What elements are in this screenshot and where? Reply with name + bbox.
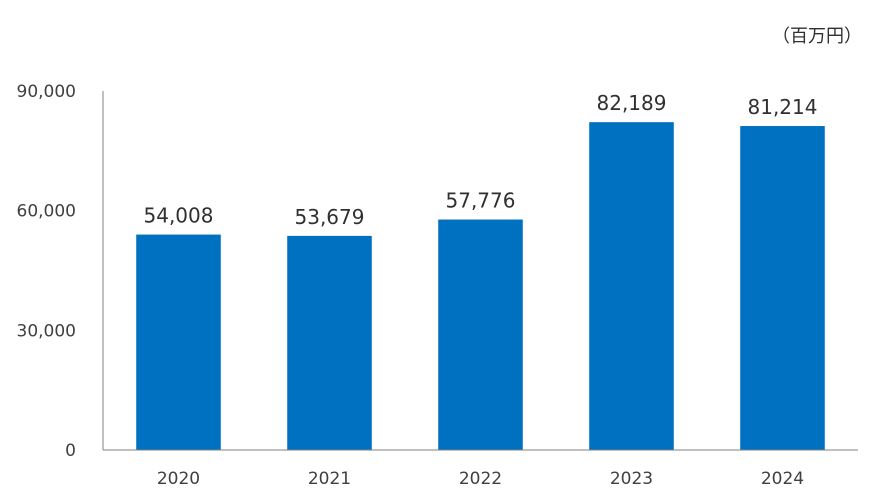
unit-label: （百万円） <box>772 26 862 47</box>
y-tick-label: 90,000 <box>17 82 76 102</box>
data-label-2021: 53,679 <box>295 205 365 229</box>
x-axis-ticks: 2020 2021 2022 2023 2024 <box>157 469 804 489</box>
bar-2022 <box>438 219 523 450</box>
bar-2024 <box>740 126 825 450</box>
data-label-2023: 82,189 <box>597 91 667 115</box>
y-tick-label: 60,000 <box>17 202 76 222</box>
x-tick-label: 2024 <box>761 469 804 489</box>
data-label-2024: 81,214 <box>748 95 818 119</box>
x-tick-label: 2022 <box>459 469 502 489</box>
y-axis-ticks: 0 30,000 60,000 90,000 <box>17 82 76 461</box>
bars <box>136 122 825 450</box>
x-tick-label: 2020 <box>157 469 200 489</box>
data-labels: 54,008 53,679 57,776 82,189 81,214 <box>144 91 818 229</box>
bar-2020 <box>136 234 221 450</box>
y-tick-label: 30,000 <box>17 321 76 341</box>
y-tick-label: 0 <box>65 441 76 461</box>
data-label-2022: 57,776 <box>446 189 516 213</box>
bar-2021 <box>287 235 372 450</box>
data-label-2020: 54,008 <box>144 204 214 228</box>
x-tick-label: 2023 <box>610 469 653 489</box>
x-tick-label: 2021 <box>308 469 351 489</box>
bar-2023 <box>589 122 674 450</box>
